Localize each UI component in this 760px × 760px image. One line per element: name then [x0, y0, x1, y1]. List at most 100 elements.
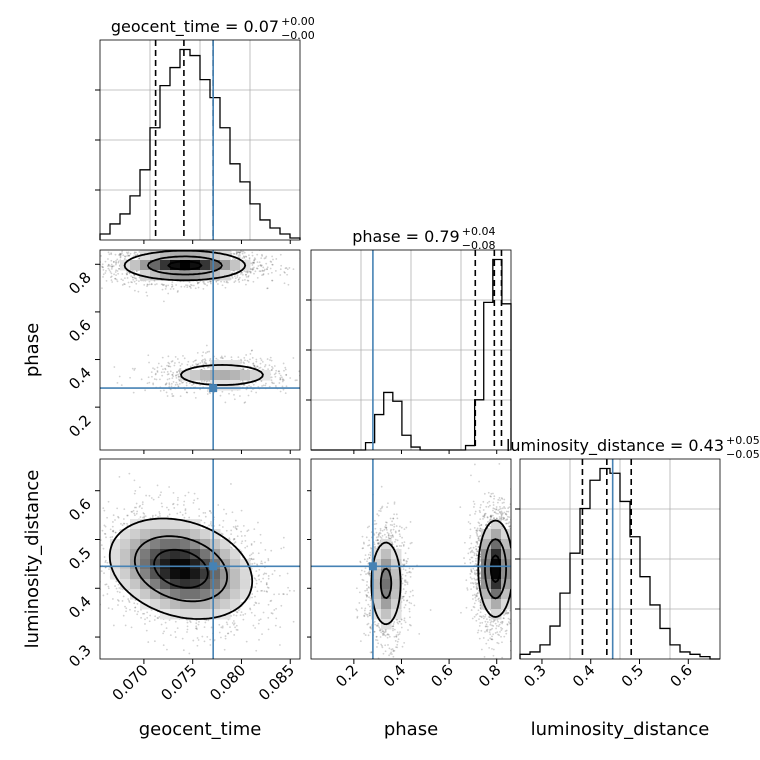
- sample-point: [256, 365, 258, 368]
- sample-point: [148, 494, 151, 497]
- sample-point: [178, 378, 180, 381]
- sample-point: [243, 362, 246, 365]
- sample-point: [183, 357, 186, 360]
- sample-point: [234, 519, 237, 522]
- sample-point: [126, 245, 128, 247]
- sample-point: [271, 573, 274, 576]
- sample-point: [111, 281, 114, 283]
- sample-point: [189, 621, 192, 624]
- sample-point: [156, 366, 159, 369]
- sample-point: [247, 529, 250, 531]
- sample-point: [114, 531, 117, 534]
- sample-point: [262, 577, 265, 580]
- sample-point: [251, 563, 254, 565]
- sample-point: [133, 276, 136, 279]
- sample-point: [169, 288, 172, 290]
- sample-point: [133, 289, 136, 292]
- sample-point: [148, 361, 150, 364]
- sample-point: [266, 358, 269, 360]
- sample-point: [166, 395, 169, 397]
- sample-point: [200, 519, 203, 522]
- sample-point: [205, 344, 208, 347]
- sample-point: [275, 369, 278, 372]
- sample-point: [166, 659, 168, 661]
- density-cell: [200, 370, 211, 381]
- sample-point: [117, 516, 120, 519]
- sample-point: [150, 283, 153, 285]
- sample-point: [118, 267, 120, 270]
- sample-point: [321, 381, 323, 383]
- sample-point: [253, 604, 256, 606]
- sample-point: [209, 510, 212, 513]
- sample-point: [236, 525, 239, 528]
- sample-point: [181, 248, 183, 250]
- sample-point: [125, 251, 128, 254]
- sample-point: [134, 606, 137, 609]
- sample-point: [92, 513, 94, 515]
- sample-point: [167, 365, 170, 367]
- sample-point: [185, 391, 188, 394]
- sample-point: [154, 514, 157, 517]
- sample-point: [158, 245, 160, 247]
- sample-point: [245, 640, 248, 643]
- sample-point: [203, 380, 205, 383]
- sample-point: [255, 358, 258, 361]
- sample-point: [191, 364, 194, 367]
- sample-point: [124, 624, 127, 627]
- sample-point: [240, 358, 242, 361]
- sample-point: [202, 351, 205, 354]
- sample-point: [145, 291, 148, 294]
- sample-point: [196, 363, 199, 366]
- sample-point: [266, 268, 268, 270]
- sample-point: [298, 370, 300, 373]
- sample-point: [242, 525, 245, 527]
- density-panel: [100, 245, 323, 404]
- sample-point: [249, 270, 251, 273]
- sample-point: [253, 272, 255, 275]
- sample-point: [279, 374, 282, 377]
- sample-point: [275, 258, 278, 260]
- sample-point: [263, 257, 266, 260]
- sample-point: [251, 251, 254, 254]
- sample-point: [206, 380, 209, 382]
- sample-point: [141, 503, 144, 506]
- sample-point: [265, 583, 268, 586]
- sample-point: [109, 276, 112, 279]
- sample-point: [185, 384, 188, 387]
- sample-point: [264, 364, 267, 366]
- sample-point: [138, 257, 141, 260]
- sample-point: [240, 273, 242, 275]
- sample-point: [260, 560, 263, 563]
- sample-point: [263, 268, 266, 271]
- sample-point: [102, 276, 104, 278]
- density-cell: [180, 250, 191, 261]
- sample-point: [115, 262, 117, 265]
- sample-point: [159, 389, 162, 392]
- sample-point: [255, 267, 258, 270]
- sample-point: [156, 371, 159, 373]
- sample-point: [271, 381, 273, 384]
- sample-point: [176, 370, 179, 373]
- sample-point: [151, 514, 154, 517]
- sample-point: [274, 375, 277, 378]
- sample-point: [270, 379, 273, 382]
- sample-point: [358, 625, 360, 627]
- sample-point: [254, 627, 257, 629]
- sample-point: [185, 381, 188, 384]
- sample-point: [102, 269, 105, 271]
- sample-point: [91, 549, 93, 551]
- sample-point: [232, 525, 235, 528]
- sample-point: [137, 280, 140, 283]
- sample-point: [210, 512, 213, 514]
- sample-point: [224, 637, 227, 640]
- sample-point: [144, 618, 146, 621]
- sample-point: [230, 252, 233, 255]
- sample-point: [177, 375, 180, 378]
- sample-point: [228, 537, 231, 540]
- sample-point: [196, 644, 199, 647]
- sample-point: [241, 250, 243, 253]
- sample-point: [244, 359, 246, 362]
- sample-point: [126, 271, 129, 274]
- sample-point: [114, 531, 117, 534]
- sample-point: [107, 267, 110, 270]
